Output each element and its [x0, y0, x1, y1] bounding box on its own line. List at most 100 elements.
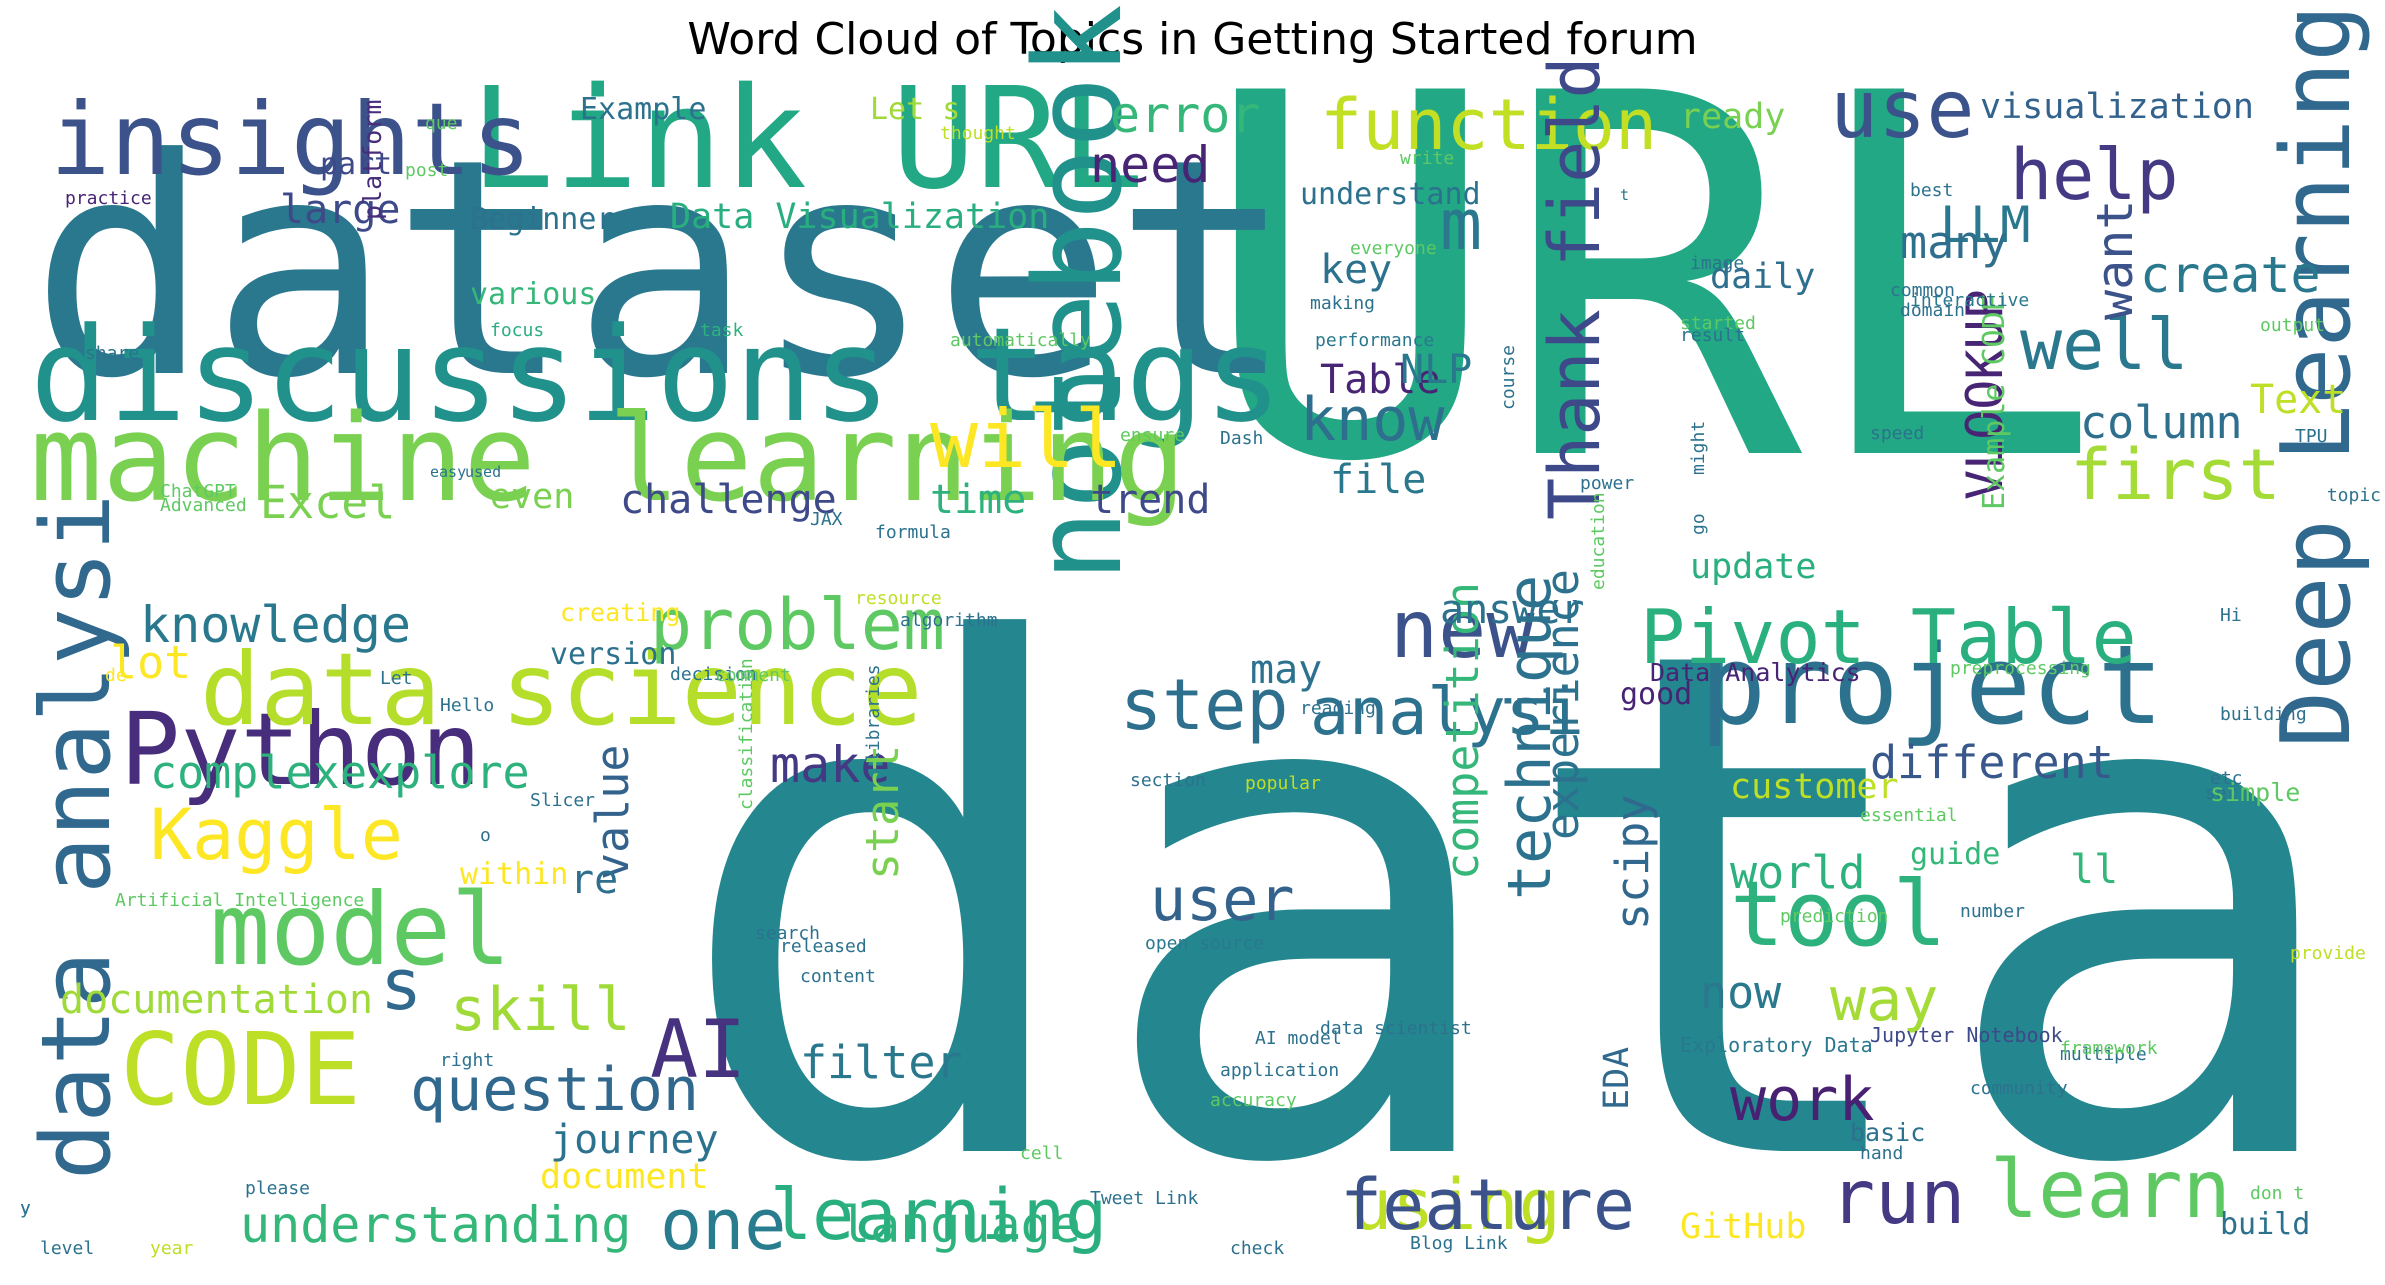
cloud-word: automatically — [950, 330, 1091, 351]
cloud-word: learning — [770, 1174, 1108, 1256]
cloud-word: etc — [2210, 768, 2243, 789]
cloud-word: need — [1090, 136, 1211, 194]
cloud-word: please — [245, 1178, 311, 1199]
cloud-word: guide — [1910, 837, 2001, 872]
cloud-word: column — [2080, 396, 2243, 449]
cloud-word: platform — [358, 99, 387, 220]
cloud-word: go — [1688, 513, 1709, 535]
cloud-word: output — [2260, 315, 2326, 336]
cloud-word: Dash — [1220, 428, 1264, 449]
cloud-word: version — [550, 637, 677, 672]
cloud-word: power — [1580, 473, 1635, 494]
cloud-word: prediction — [1780, 906, 1889, 927]
cloud-word: resource — [855, 588, 942, 609]
cloud-word: data science — [200, 631, 923, 748]
cloud-word: many — [1900, 216, 2009, 269]
cloud-word: user — [1150, 865, 1295, 935]
cloud-word: y — [20, 1198, 31, 1219]
cloud-word: Beginner — [470, 202, 615, 237]
cloud-word: work — [1730, 1065, 1875, 1135]
cloud-word: want — [2086, 199, 2144, 320]
cloud-word: discussions tags — [30, 299, 1283, 451]
cloud-word: multiple — [2060, 1044, 2147, 1065]
cloud-word: good — [1620, 677, 1693, 712]
cloud-word: popular — [1245, 773, 1321, 794]
cloud-word: Python — [120, 691, 482, 808]
cloud-word: even — [490, 477, 575, 517]
cloud-word: use — [1830, 63, 1975, 156]
cloud-word: understanding — [240, 1196, 632, 1254]
cloud-word: application — [1220, 1060, 1340, 1081]
cloud-word: basic — [1850, 1118, 1926, 1147]
cloud-word: well — [2020, 304, 2189, 386]
cloud-word: building — [2220, 704, 2307, 725]
cloud-word: Kaggle — [150, 794, 403, 876]
cloud-word: build — [2220, 1207, 2311, 1242]
cloud-word: complex — [150, 746, 340, 799]
cloud-word: everyone — [1350, 238, 1437, 259]
cloud-word: data scientist — [1320, 1018, 1472, 1039]
cloud-word: within — [460, 857, 569, 892]
cloud-word: will — [930, 393, 1123, 486]
cloud-word: content — [800, 966, 876, 987]
cloud-word: search — [755, 923, 821, 944]
cloud-word: s — [380, 944, 423, 1026]
cloud-word: language — [840, 1196, 1081, 1254]
cloud-word: Hello — [440, 695, 495, 716]
cloud-word: preprocessing — [1950, 658, 2091, 679]
cloud-word: CODE — [120, 1011, 361, 1128]
cloud-word: one — [660, 1184, 787, 1266]
cloud-word: started — [1680, 313, 1756, 334]
cloud-word: JAX — [810, 509, 843, 530]
cloud-word: lot — [110, 636, 192, 689]
cloud-word: creating — [560, 598, 681, 627]
cloud-word: AI model — [1255, 1028, 1342, 1049]
cloud-word: community — [1970, 1078, 2068, 1099]
cloud-word: key — [1320, 247, 1393, 293]
cloud-word: large — [280, 187, 401, 233]
cloud-word: year — [150, 1238, 194, 1259]
cloud-word: Slicer — [530, 790, 596, 811]
cloud-word: right — [440, 1050, 495, 1071]
cloud-word: function — [1320, 84, 1658, 166]
cloud-word: Example CODE — [1977, 293, 2012, 510]
cloud-word: Table — [1320, 357, 1441, 403]
cloud-word: scipy — [1606, 794, 1659, 930]
cloud-word: decision — [670, 664, 757, 685]
cloud-word: cell — [1020, 1143, 1064, 1164]
cloud-word: used — [465, 463, 502, 481]
cloud-word: start — [856, 744, 909, 880]
cloud-word: TPU — [2295, 426, 2328, 447]
cloud-word: don t — [2250, 1183, 2305, 1204]
cloud-word: Pivot Table — [1640, 593, 2137, 681]
cloud-word: way — [1830, 965, 1939, 1035]
cloud-word: Let — [380, 668, 413, 689]
cloud-word: challenge — [620, 477, 837, 523]
cloud-word: interactive — [1910, 290, 2030, 311]
cloud-word: level — [40, 1238, 95, 1259]
cloud-word: update — [1690, 547, 1817, 587]
cloud-word: EDA — [1597, 1046, 1637, 1110]
cloud-word: check — [1230, 1238, 1285, 1259]
cloud-word: data analysi — [22, 493, 132, 1180]
cloud-word: provide — [2290, 943, 2366, 964]
cloud-word: Data Visualization — [670, 197, 1050, 237]
cloud-word: Blog Link — [1410, 1233, 1508, 1254]
cloud-word: comment — [715, 665, 791, 686]
cloud-word: analysi — [1310, 675, 1584, 750]
chart-title: Word Cloud of Topics in Getting Started … — [687, 14, 1698, 65]
cloud-word: task — [700, 320, 744, 341]
cloud-word: machine learning — [30, 390, 1186, 529]
cloud-word: speed — [1870, 423, 1925, 444]
cloud-word: dataset — [30, 95, 1295, 444]
cloud-word: knowledge — [140, 596, 411, 654]
cloud-word: question — [410, 1055, 699, 1125]
cloud-word: performance — [1315, 330, 1435, 351]
cloud-word: best — [1910, 180, 1954, 201]
cloud-word: Jupyter Notebook — [1870, 1023, 2063, 1047]
cloud-word: data — [670, 502, 2356, 1285]
cloud-word: write — [1400, 148, 1455, 169]
cloud-word: topic — [2326, 485, 2381, 506]
cloud-word: Deep Learning — [2262, 4, 2372, 748]
